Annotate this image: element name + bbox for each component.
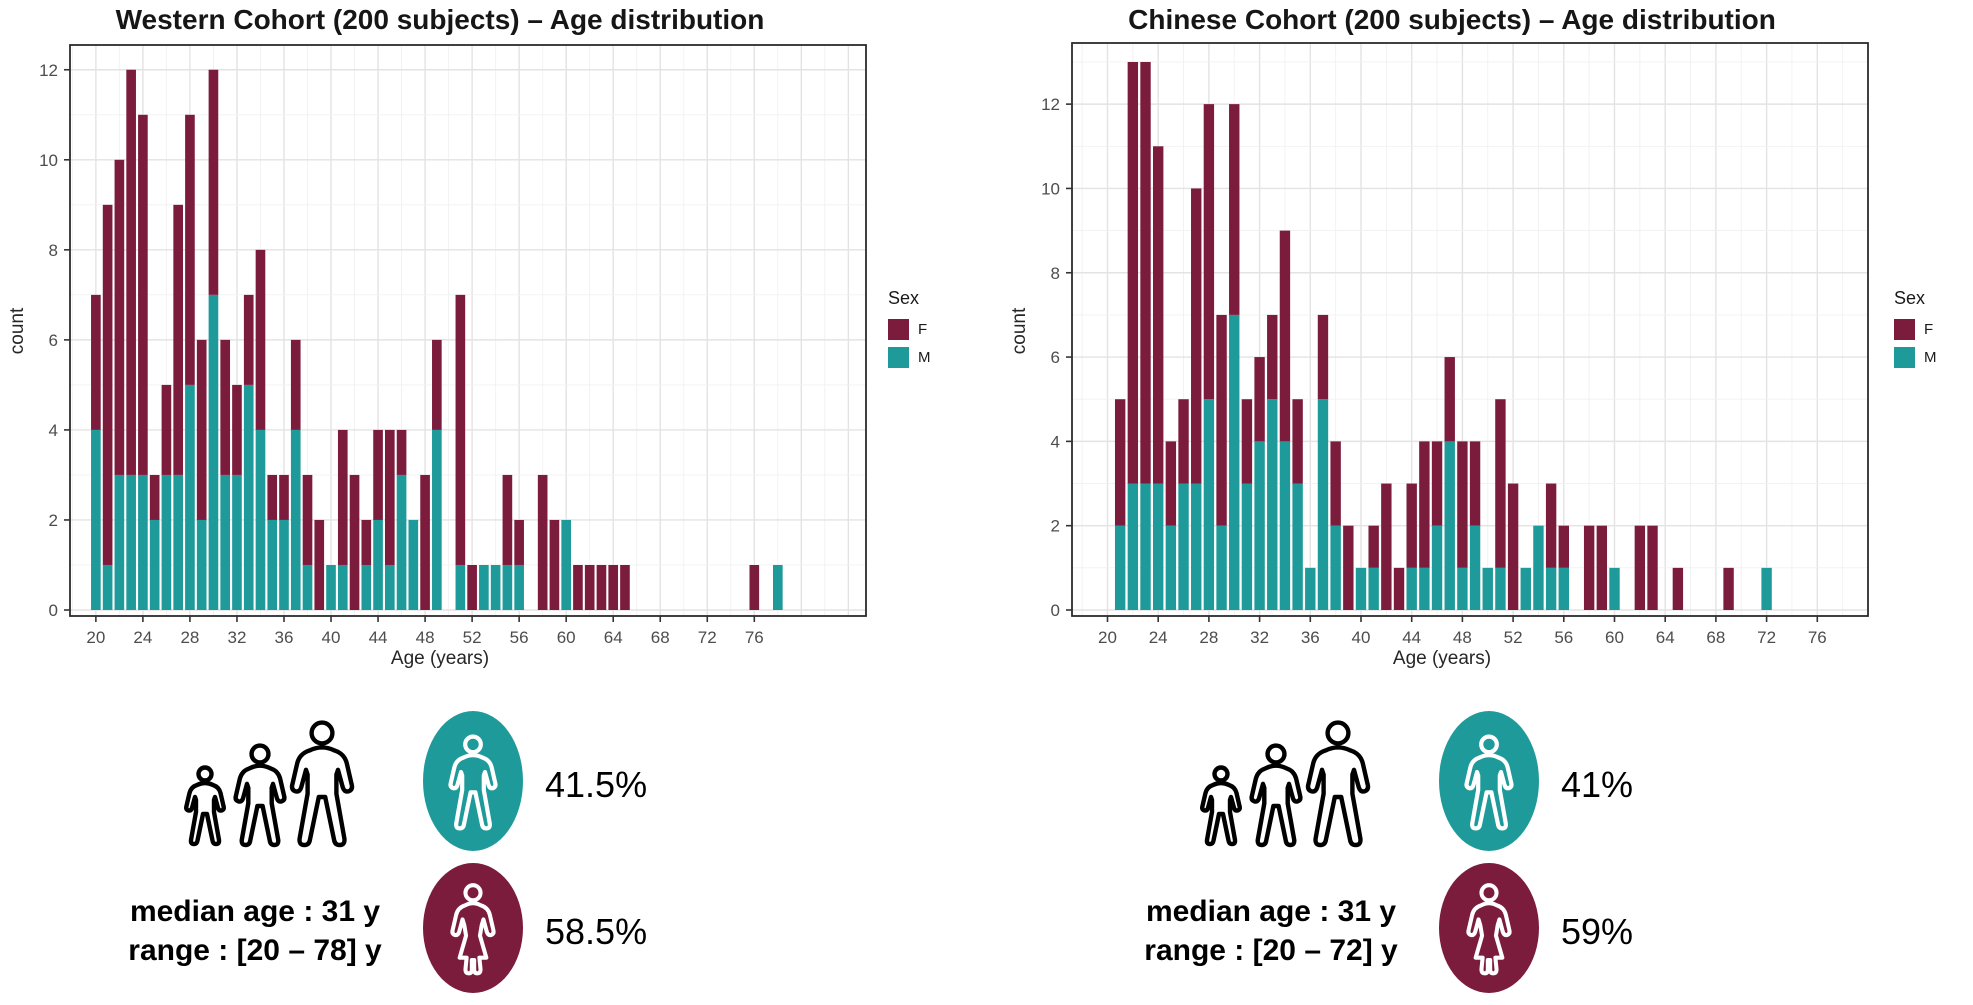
svg-text:12: 12 (39, 61, 58, 80)
svg-text:0: 0 (49, 601, 58, 620)
svg-text:36: 36 (275, 628, 294, 647)
legend-label-female: F (1924, 321, 1934, 338)
stats-western: median age : 31 y range : [20 – 78] y (60, 892, 450, 970)
male-circle (423, 711, 523, 851)
svg-text:76: 76 (745, 628, 764, 647)
legend-row-female: F (888, 319, 931, 340)
svg-text:44: 44 (369, 628, 388, 647)
growing-people-icon-western (170, 712, 380, 852)
male-swatch (1894, 347, 1915, 368)
svg-text:52: 52 (463, 628, 482, 647)
legend-row-female: F (1894, 319, 1937, 340)
svg-text:20: 20 (86, 628, 105, 647)
svg-text:40: 40 (1352, 628, 1371, 647)
legend-label-male: M (918, 349, 931, 366)
female-percentage-chinese: 59% (1561, 911, 1634, 952)
chart-title-western: Western Cohort (200 subjects) – Age dist… (115, 4, 765, 35)
male-percentage-western: 41.5% (545, 764, 648, 805)
legend-chinese: Sex F M (1894, 288, 1937, 375)
legend-label-female: F (918, 321, 928, 338)
male-badge-western (423, 711, 523, 851)
svg-text:2: 2 (49, 511, 58, 530)
legend-title: Sex (1894, 288, 1926, 308)
svg-text:64: 64 (1656, 628, 1675, 647)
svg-text:56: 56 (1554, 628, 1573, 647)
svg-text:32: 32 (227, 628, 246, 647)
svg-text:68: 68 (651, 628, 670, 647)
female-percentage-western: 58.5% (545, 911, 648, 952)
svg-text:56: 56 (510, 628, 529, 647)
x-axis-label-chinese: Age (years) (1392, 648, 1492, 669)
svg-text:10: 10 (39, 151, 58, 170)
svg-text:60: 60 (557, 628, 576, 647)
x-axis-label-western: Age (years) (390, 648, 490, 669)
svg-text:4: 4 (1051, 432, 1060, 451)
svg-text:8: 8 (1051, 264, 1060, 283)
svg-text:32: 32 (1250, 628, 1269, 647)
legend-label-male: M (1924, 349, 1937, 366)
svg-text:52: 52 (1504, 628, 1523, 647)
male-badge-chinese (1439, 711, 1539, 851)
male-swatch (888, 347, 909, 368)
stats-chinese: median age : 31 y range : [20 – 72] y (1076, 892, 1466, 970)
svg-text:44: 44 (1402, 628, 1421, 647)
median-age-text: median age : 31 y (129, 895, 381, 928)
svg-text:28: 28 (180, 628, 199, 647)
svg-text:60: 60 (1605, 628, 1624, 647)
svg-text:28: 28 (1199, 628, 1218, 647)
female-badge-western (423, 863, 523, 993)
svg-text:72: 72 (698, 628, 717, 647)
svg-text:8: 8 (49, 241, 58, 260)
chart-title-chinese: Chinese Cohort (200 subjects) – Age dist… (1128, 4, 1776, 35)
median-age-text: median age : 31 y (1145, 895, 1397, 928)
age-range-text: range : [20 – 72] y (1144, 934, 1398, 967)
age-range-text: range : [20 – 78] y (128, 934, 382, 967)
svg-text:68: 68 (1706, 628, 1725, 647)
legend-row-male: M (888, 347, 931, 368)
male-percentage-chinese: 41% (1561, 764, 1634, 805)
svg-text:48: 48 (1453, 628, 1472, 647)
svg-text:4: 4 (49, 421, 58, 440)
svg-text:40: 40 (322, 628, 341, 647)
svg-text:72: 72 (1757, 628, 1776, 647)
growing-people-icon-chinese (1186, 712, 1396, 852)
svg-text:0: 0 (1051, 601, 1060, 620)
female-badge-chinese (1439, 863, 1539, 993)
female-swatch (1894, 319, 1915, 340)
female-circle (1439, 863, 1539, 993)
svg-text:6: 6 (49, 331, 58, 350)
female-circle (423, 863, 523, 993)
svg-text:64: 64 (604, 628, 623, 647)
svg-text:2: 2 (1051, 517, 1060, 536)
male-circle (1439, 711, 1539, 851)
svg-text:10: 10 (1041, 179, 1060, 198)
legend-row-male: M (1894, 347, 1937, 368)
svg-text:24: 24 (133, 628, 152, 647)
svg-text:76: 76 (1808, 628, 1827, 647)
svg-text:20: 20 (1098, 628, 1117, 647)
svg-text:6: 6 (1051, 348, 1060, 367)
svg-text:12: 12 (1041, 95, 1060, 114)
legend-western: Sex F M (888, 288, 931, 375)
svg-text:24: 24 (1149, 628, 1168, 647)
svg-text:36: 36 (1301, 628, 1320, 647)
female-swatch (888, 319, 909, 340)
svg-text:48: 48 (416, 628, 435, 647)
legend-title: Sex (888, 288, 920, 308)
